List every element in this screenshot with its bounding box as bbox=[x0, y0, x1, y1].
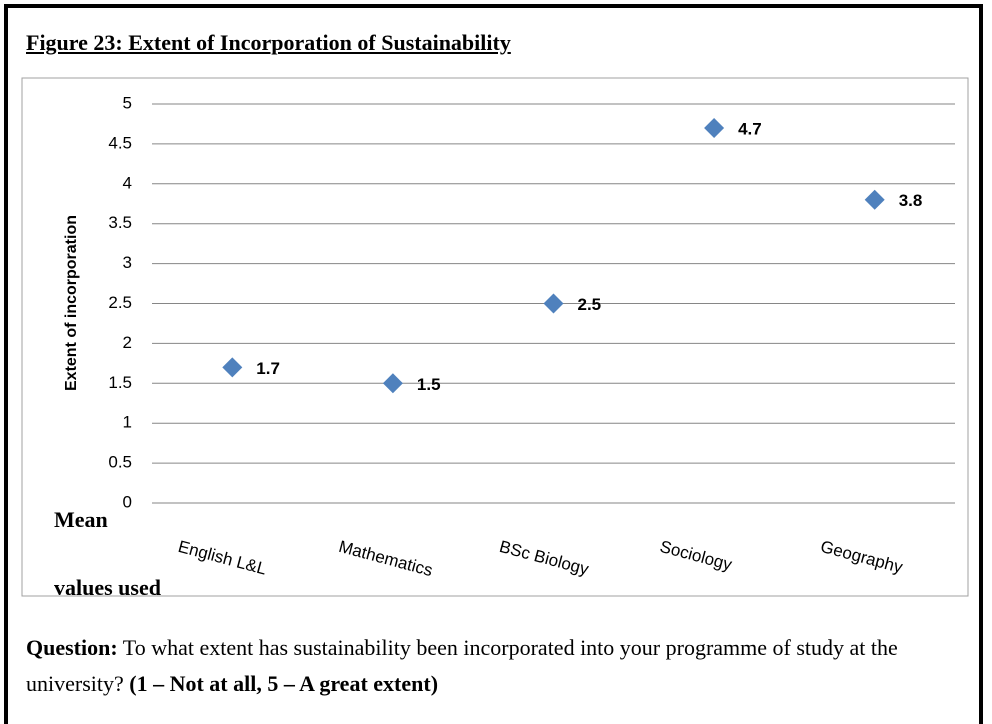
y-tick-label: 0 bbox=[123, 492, 132, 511]
chart: Extent of incorporation 0 0.5 1 1.5 2 2.5 3 3.5… bbox=[21, 77, 969, 600]
data-label: 2.5 bbox=[578, 295, 602, 314]
y-tick-label: 1.5 bbox=[108, 373, 132, 392]
figure-title: Figure 23: Extent of Incorporation of Su… bbox=[26, 30, 511, 55]
y-tick-label: 5 bbox=[123, 93, 132, 112]
data-label: 1.5 bbox=[417, 375, 441, 394]
chart-area bbox=[21, 77, 969, 597]
annotation: values used bbox=[54, 575, 161, 600]
x-tick-label: English L&L bbox=[176, 537, 269, 579]
marker bbox=[864, 189, 885, 210]
marker bbox=[222, 357, 243, 378]
marker bbox=[543, 293, 564, 314]
x-tick-label: Mathematics bbox=[337, 537, 435, 580]
marker bbox=[382, 373, 403, 394]
y-axis-label: Extent of incorporation bbox=[63, 215, 80, 391]
y-tick-label: 3.5 bbox=[108, 213, 132, 232]
figure-frame bbox=[4, 4, 983, 724]
y-tick-label: 2.5 bbox=[108, 293, 132, 312]
y-tick-label: 1 bbox=[123, 413, 132, 432]
y-tick-label: 4.5 bbox=[108, 133, 132, 152]
caption-scale: (1 – Not at all, 5 – A great extent) bbox=[129, 671, 439, 696]
data-label: 4.7 bbox=[738, 119, 762, 138]
y-tick-label: 3 bbox=[123, 253, 132, 272]
caption-label: Question: bbox=[26, 635, 118, 660]
caption-text: To what extent has sustainability been i… bbox=[26, 635, 898, 696]
y-tick-label: 0.5 bbox=[108, 453, 132, 472]
data-label: 3.8 bbox=[899, 191, 923, 210]
x-tick-label: BSc Biology bbox=[497, 537, 591, 579]
annotation: Mean bbox=[54, 507, 108, 532]
y-tick-label: 2 bbox=[123, 333, 132, 352]
data-label: 1.7 bbox=[256, 359, 280, 378]
x-tick-label: Sociology bbox=[658, 537, 735, 575]
y-tick-label: 4 bbox=[123, 173, 132, 192]
marker bbox=[704, 117, 725, 138]
x-tick-label: Geography bbox=[819, 537, 906, 577]
caption: Question: To what extent has sustainabil… bbox=[26, 630, 926, 702]
